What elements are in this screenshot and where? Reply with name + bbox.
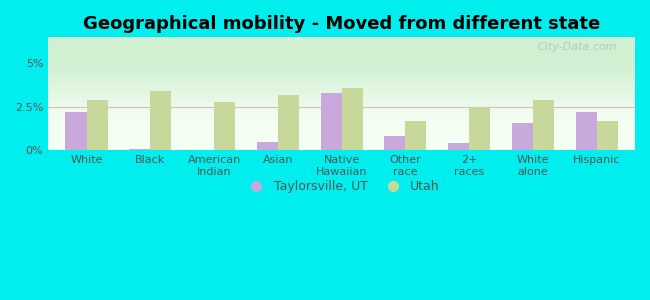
Bar (384, 136, 406, 150)
Bar (214, 102, 235, 150)
Text: City-Data.com: City-Data.com (538, 42, 617, 52)
Bar (150, 91, 172, 150)
Bar (86, 100, 107, 150)
Bar (533, 100, 554, 150)
Bar (257, 142, 278, 150)
Bar (512, 122, 533, 150)
Bar (597, 121, 618, 150)
Bar (576, 112, 597, 150)
Bar (342, 88, 363, 150)
Bar (448, 143, 469, 150)
Bar (278, 95, 299, 150)
Bar (469, 107, 490, 150)
Title: Geographical mobility - Moved from different state: Geographical mobility - Moved from diffe… (83, 15, 600, 33)
Bar (406, 121, 426, 150)
Bar (66, 112, 86, 150)
Bar (129, 148, 150, 150)
Legend: Taylorsville, UT, Utah: Taylorsville, UT, Utah (239, 176, 445, 198)
Bar (320, 93, 342, 150)
